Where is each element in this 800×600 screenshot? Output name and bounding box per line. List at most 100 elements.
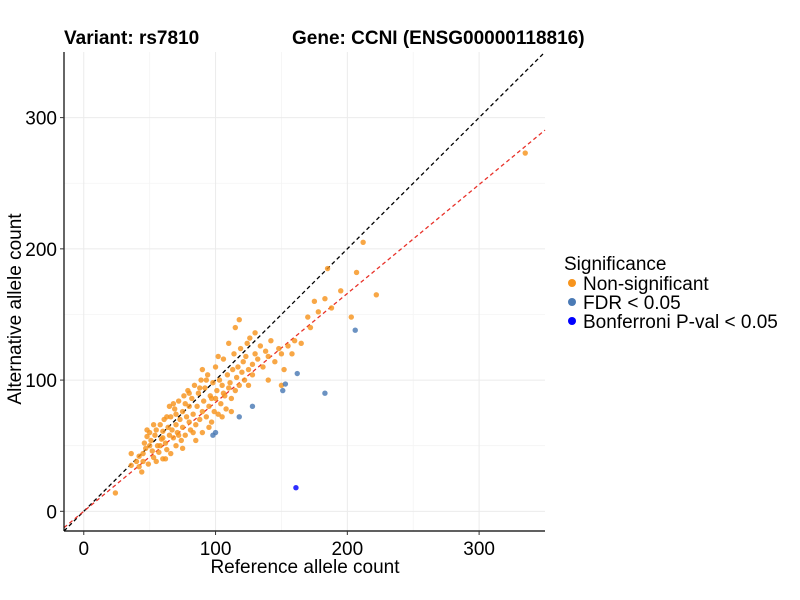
- point-non-significant: [244, 340, 250, 347]
- point-non-significant: [162, 440, 169, 446]
- point-non-significant: [260, 364, 266, 370]
- point-non-significant: [148, 437, 154, 444]
- point-non-significant: [247, 335, 253, 341]
- point-non-significant: [199, 408, 206, 415]
- point-non-significant: [182, 401, 188, 407]
- point-non-significant: [141, 440, 148, 446]
- point-fdr-0-05: [236, 414, 242, 420]
- point-non-significant: [143, 445, 149, 452]
- data-points: [112, 150, 528, 496]
- x-axis-ticks: 0 100 200 300: [78, 531, 495, 560]
- point-non-significant: [218, 401, 224, 407]
- point-non-significant: [210, 380, 216, 386]
- point-non-significant: [240, 359, 246, 365]
- point-non-significant: [214, 387, 220, 394]
- point-non-significant: [170, 401, 177, 407]
- point-non-significant: [265, 377, 271, 383]
- point-non-significant: [227, 380, 233, 386]
- point-non-significant: [179, 424, 186, 431]
- point-non-significant: [177, 416, 183, 423]
- legend-key: [568, 279, 576, 287]
- point-non-significant: [255, 356, 261, 362]
- point-non-significant: [195, 390, 202, 396]
- point-non-significant: [262, 348, 269, 354]
- point-non-significant: [202, 385, 208, 391]
- point-non-significant: [144, 427, 150, 433]
- point-non-significant: [150, 422, 157, 428]
- point-bonferroni-p-val-0-05: [293, 484, 299, 491]
- point-non-significant: [252, 351, 258, 357]
- point-non-significant: [233, 374, 240, 381]
- chart-subtitle: Gene: CCNI (ENSG00000118816): [292, 28, 585, 49]
- point-non-significant: [128, 450, 134, 457]
- y-tick-label: 100: [25, 371, 57, 392]
- point-non-significant: [360, 239, 366, 245]
- point-non-significant: [183, 414, 190, 420]
- point-non-significant: [278, 351, 285, 357]
- point-non-significant: [197, 416, 203, 423]
- point-non-significant: [249, 361, 256, 368]
- point-non-significant: [203, 414, 210, 420]
- point-non-significant: [220, 356, 227, 362]
- point-non-significant: [199, 366, 206, 373]
- point-non-significant: [157, 442, 163, 449]
- point-non-significant: [139, 469, 145, 475]
- point-non-significant: [182, 432, 188, 438]
- point-non-significant: [168, 450, 174, 457]
- point-non-significant: [186, 403, 192, 410]
- point-non-significant: [199, 429, 206, 436]
- y-axis-ticks: 0 100 200 300: [25, 109, 64, 523]
- x-tick-label: 100: [200, 539, 232, 560]
- y-tick-label: 300: [25, 109, 57, 130]
- legend-key: [568, 298, 576, 306]
- point-non-significant: [153, 458, 159, 465]
- point-non-significant: [173, 442, 179, 449]
- point-non-significant: [133, 458, 140, 465]
- point-non-significant: [208, 419, 215, 425]
- x-axis-title: Reference allele count: [210, 557, 400, 578]
- point-non-significant: [170, 435, 177, 441]
- point-non-significant: [228, 408, 235, 415]
- point-non-significant: [324, 265, 331, 272]
- point-non-significant: [315, 309, 322, 315]
- point-non-significant: [171, 406, 178, 412]
- x-tick-label: 200: [331, 539, 363, 560]
- point-non-significant: [249, 372, 256, 378]
- point-non-significant: [193, 437, 199, 444]
- point-non-significant: [239, 369, 245, 375]
- point-non-significant: [373, 292, 380, 298]
- point-non-significant: [157, 422, 163, 428]
- y-tick-label: 0: [46, 502, 57, 523]
- point-non-significant: [179, 445, 186, 452]
- point-non-significant: [190, 411, 196, 417]
- point-non-significant: [173, 411, 179, 417]
- point-non-significant: [307, 324, 314, 331]
- point-non-significant: [237, 345, 244, 352]
- point-non-significant: [206, 403, 212, 410]
- point-non-significant: [149, 448, 155, 454]
- point-non-significant: [216, 377, 223, 383]
- point-non-significant: [348, 314, 354, 320]
- point-non-significant: [522, 150, 528, 156]
- point-non-significant: [193, 422, 199, 428]
- point-non-significant: [228, 395, 235, 402]
- point-non-significant: [186, 390, 192, 396]
- legend-label: FDR < 0.05: [583, 293, 681, 314]
- point-non-significant: [232, 387, 239, 394]
- point-non-significant: [265, 353, 271, 360]
- point-non-significant: [211, 408, 217, 415]
- point-non-significant: [212, 364, 219, 370]
- point-non-significant: [145, 461, 152, 467]
- point-non-significant: [215, 411, 221, 417]
- point-non-significant: [144, 433, 150, 440]
- point-non-significant: [212, 395, 219, 402]
- point-non-significant: [169, 427, 175, 433]
- point-non-significant: [165, 424, 171, 431]
- point-non-significant: [140, 458, 146, 465]
- point-non-significant: [338, 288, 344, 294]
- point-non-significant: [241, 377, 248, 383]
- legend-label: Bonferroni P-val < 0.05: [583, 312, 778, 333]
- y-axis-title: Alternative allele count: [5, 213, 26, 405]
- point-non-significant: [198, 377, 204, 383]
